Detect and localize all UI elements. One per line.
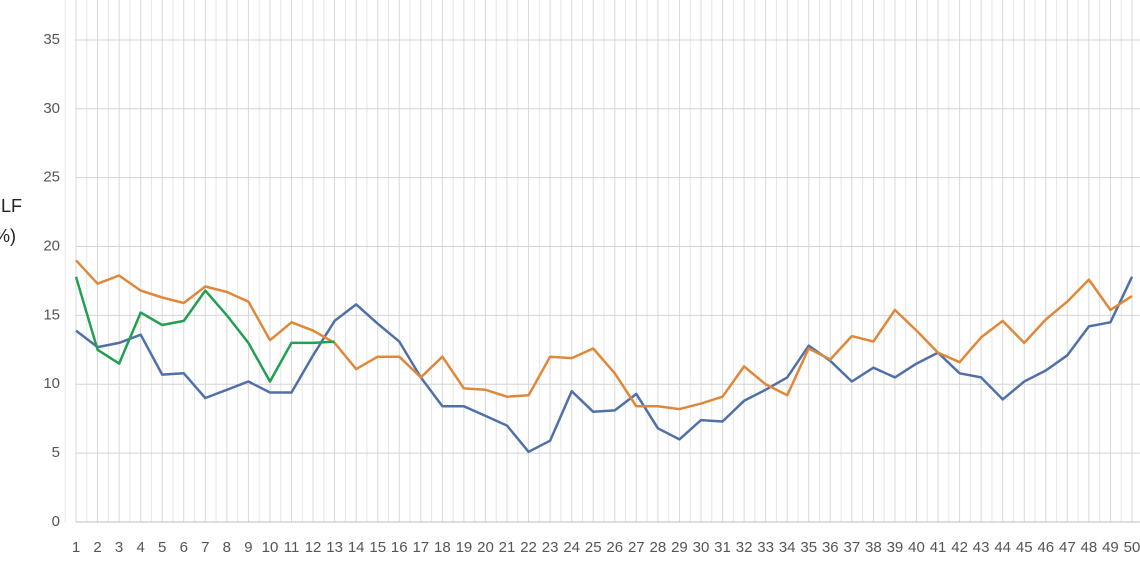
x-tick-label: 15 — [369, 539, 386, 556]
x-tick-label: 37 — [843, 539, 860, 556]
series-line — [75, 259, 1133, 411]
x-tick-label: 18 — [434, 539, 451, 556]
x-tick-label: 39 — [887, 539, 904, 556]
x-tick-label: 47 — [1059, 539, 1076, 556]
x-tick-label: 29 — [671, 539, 688, 556]
x-tick-label: 7 — [201, 539, 209, 556]
y-tick-label: 20 — [43, 238, 60, 255]
x-tick-label: 5 — [158, 539, 166, 556]
x-tick-label: 20 — [477, 539, 494, 556]
x-tick-label: 3 — [115, 539, 123, 556]
x-tick-label: 32 — [736, 539, 753, 556]
x-tick-label: 35 — [800, 539, 817, 556]
x-tick-label: 48 — [1081, 539, 1098, 556]
y-tick-label: 35 — [43, 31, 60, 48]
x-tick-label: 14 — [348, 539, 365, 556]
x-tick-label: 46 — [1037, 539, 1054, 556]
x-tick-label: 28 — [650, 539, 667, 556]
x-tick-label: 31 — [714, 539, 731, 556]
x-tick-label: 13 — [326, 539, 343, 556]
x-tick-label: 49 — [1102, 539, 1119, 556]
y-axis-label: (%) — [0, 226, 16, 246]
x-tick-label: 4 — [136, 539, 144, 556]
x-tick-label: 40 — [908, 539, 925, 556]
x-tick-label: 50 — [1124, 539, 1140, 556]
x-tick-label: 38 — [865, 539, 882, 556]
x-tick-label: 23 — [542, 539, 559, 556]
x-tick-label: 26 — [606, 539, 623, 556]
x-tick-label: 34 — [779, 539, 796, 556]
x-tick-label: 42 — [951, 539, 968, 556]
y-tick-label: 25 — [43, 169, 60, 186]
x-tick-label: 2 — [93, 539, 101, 556]
y-tick-label: 30 — [43, 100, 60, 117]
x-tick-label: 19 — [456, 539, 473, 556]
x-tick-label: 43 — [973, 539, 990, 556]
x-tick-label: 16 — [391, 539, 408, 556]
x-tick-label: 36 — [822, 539, 839, 556]
y-axis-label: CLF — [0, 196, 22, 216]
x-tick-label: 24 — [563, 539, 580, 556]
x-tick-label: 30 — [693, 539, 710, 556]
x-tick-label: 1 — [72, 539, 80, 556]
y-tick-label: 5 — [52, 444, 60, 461]
x-tick-label: 11 — [284, 539, 300, 556]
x-tick-label: 6 — [180, 539, 188, 556]
x-tick-label: 10 — [262, 539, 279, 556]
x-tick-label: 21 — [499, 539, 516, 556]
x-tick-label: 27 — [628, 539, 645, 556]
x-tick-label: 41 — [930, 539, 947, 556]
x-tick-label: 45 — [1016, 539, 1033, 556]
y-tick-label: 15 — [43, 306, 60, 323]
series-line — [74, 276, 335, 383]
x-tick-label: 22 — [520, 539, 537, 556]
y-tick-label: 0 — [52, 513, 60, 530]
x-tick-label: 44 — [994, 539, 1011, 556]
x-tick-label: 12 — [305, 539, 322, 556]
x-tick-label: 8 — [223, 539, 231, 556]
x-tick-label: 17 — [412, 539, 429, 556]
x-tick-label: 33 — [757, 539, 774, 556]
y-tick-label: 10 — [43, 375, 60, 392]
series-line — [75, 276, 1134, 454]
x-tick-label: 25 — [585, 539, 602, 556]
x-tick-label: 9 — [244, 539, 252, 556]
